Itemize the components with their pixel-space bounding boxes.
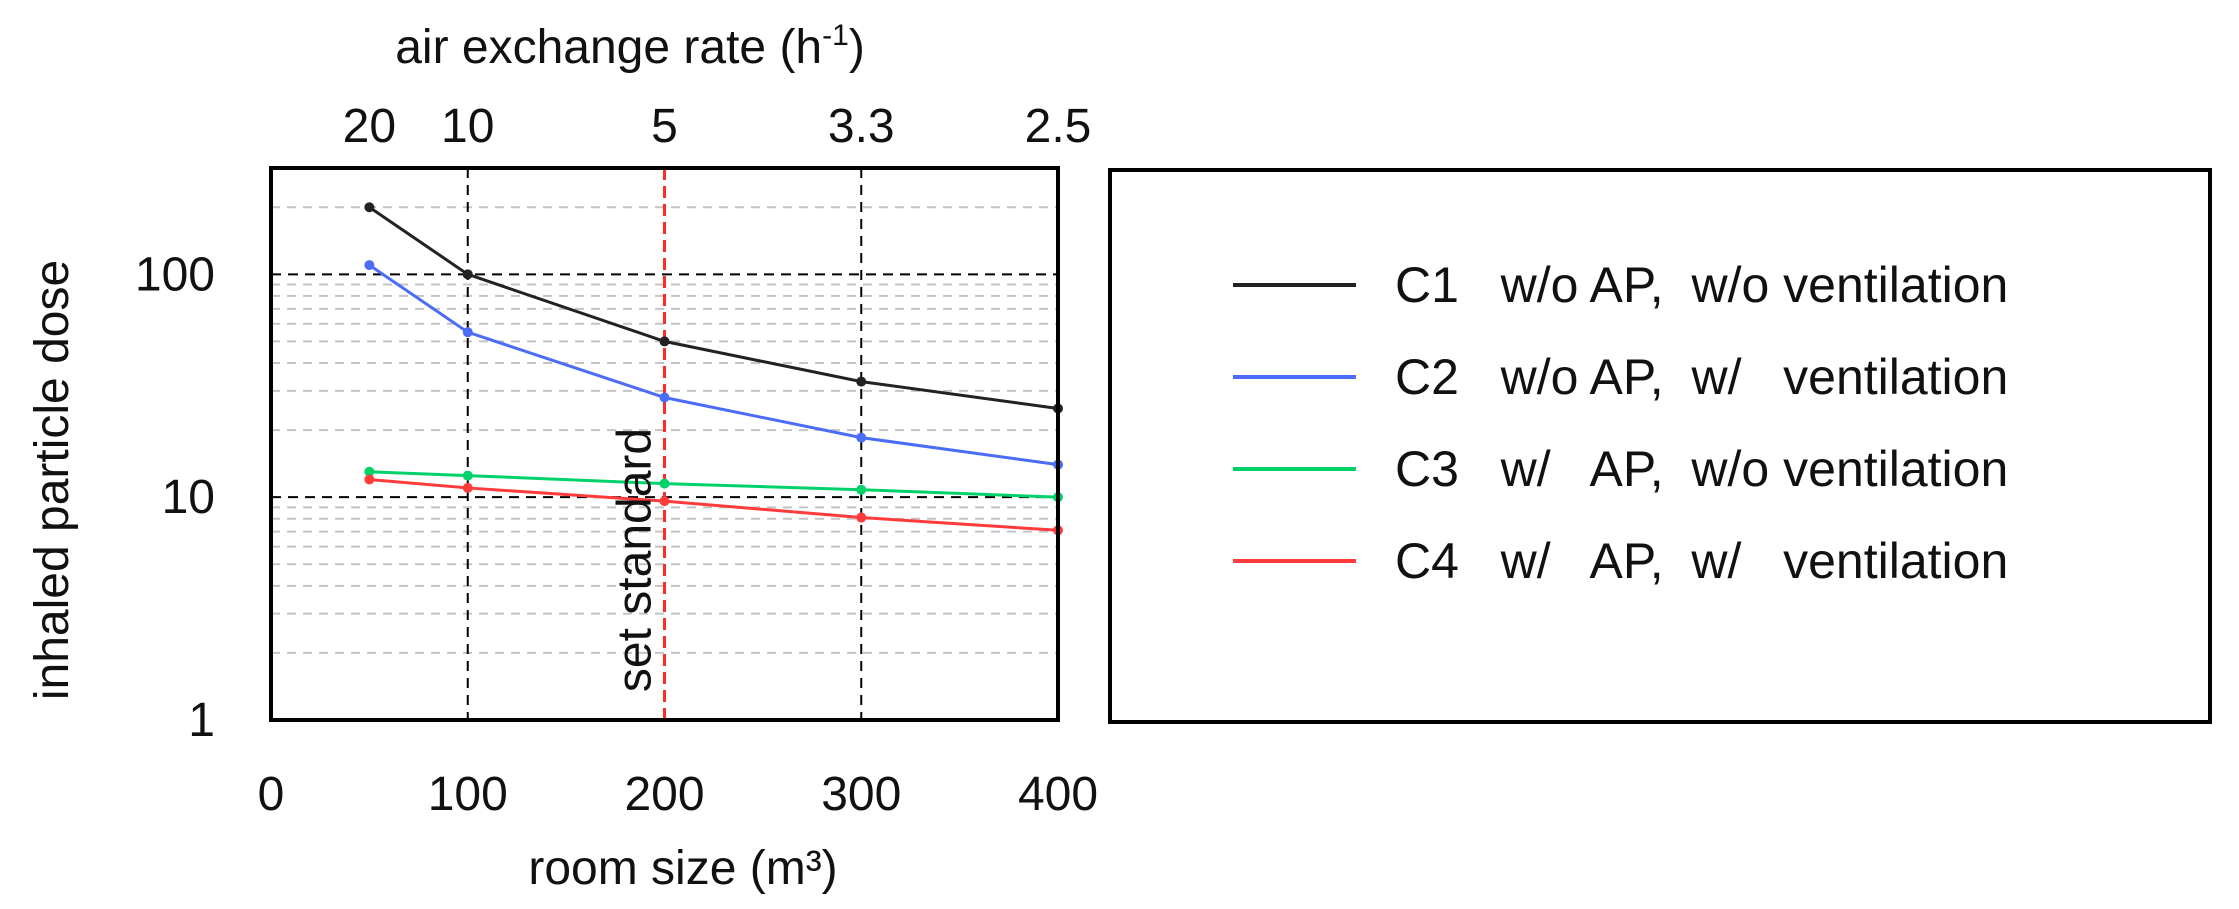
series-group (364, 202, 1063, 536)
series-line-c2 (368, 263, 1059, 467)
top-tick-label: 20 (343, 100, 396, 153)
top-tick-label: 3.3 (828, 100, 895, 153)
tick-labels: 0 100 200 300 400 1 10 100 20 10 5 3.3 2.5 (135, 100, 1098, 821)
data-point-c1 (856, 376, 867, 387)
set-standard-annotation: set standard (609, 428, 662, 692)
data-point-c2 (659, 392, 670, 403)
legend-label-c4: C4 w/ AP, w/ ventilation (1395, 533, 2008, 589)
data-point-c3 (364, 466, 375, 477)
data-point-c4 (659, 496, 670, 507)
x-tick-label: 0 (258, 768, 285, 821)
top-tick-label: 10 (441, 100, 494, 153)
grid (271, 167, 1058, 654)
plot-frame (269, 166, 1060, 722)
data-point-c1 (462, 269, 473, 280)
data-point-c3 (462, 470, 473, 481)
top-tick-label: 2.5 (1025, 100, 1092, 153)
y-tick-label: 100 (135, 248, 215, 301)
top-axis-label: air exchange rate (h-1) (395, 19, 865, 74)
x-tick-label: 100 (428, 768, 508, 821)
data-point-c3 (659, 478, 670, 489)
data-point-c4 (856, 512, 867, 523)
vertical-reference-lines (466, 168, 863, 720)
series-line-c1 (368, 206, 1059, 410)
y-axis-label: inhaled particle dose (26, 260, 79, 700)
top-tick-label: 5 (651, 100, 678, 153)
legend-label-c1: C1 w/o AP, w/o ventilation (1395, 257, 2008, 313)
y-tick-label: 10 (162, 471, 215, 524)
data-point-c2 (364, 260, 375, 271)
data-point-c3 (856, 484, 867, 495)
top-axis-label-sup: -1 (822, 19, 849, 52)
top-axis-label-end: ) (849, 21, 865, 74)
x-tick-label: 300 (821, 768, 901, 821)
x-axis-label: room size (m³) (528, 842, 837, 895)
data-point-c1 (364, 202, 375, 213)
data-point-c4 (364, 474, 375, 485)
x-tick-label: 400 (1018, 768, 1098, 821)
y-tick-label: 1 (188, 694, 215, 747)
legend-label-c3: C3 w/ AP, w/o ventilation (1395, 441, 2008, 497)
data-point-c2 (462, 327, 473, 338)
legend-box (1108, 168, 2212, 724)
legend-label-c2: C2 w/o AP, w/ ventilation (1395, 349, 2008, 405)
data-point-c2 (856, 432, 867, 443)
data-point-c4 (462, 482, 473, 493)
x-tick-label: 200 (624, 768, 704, 821)
top-axis-label-main: air exchange rate (h (395, 21, 822, 74)
legend: C1 w/o AP, w/o ventilation C2 w/o AP, w/ … (1233, 257, 2008, 589)
data-point-c1 (659, 336, 670, 347)
